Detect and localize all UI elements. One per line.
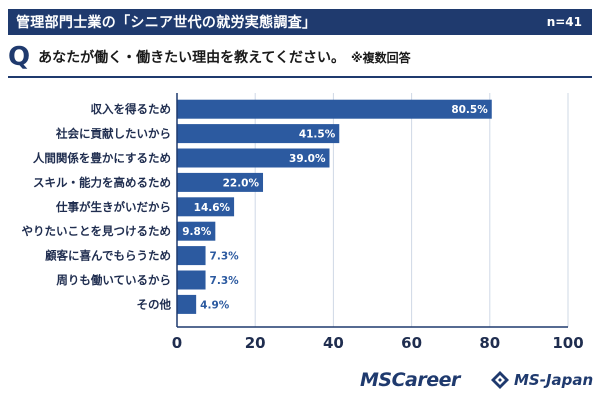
chart-title: 管理部門士業の「シニア世代の就労実態調査」 xyxy=(16,15,317,31)
category-label: 収入を得るため xyxy=(91,102,172,116)
sample-size: n=41 xyxy=(546,15,582,29)
category-label: その他 xyxy=(137,297,172,311)
question-divider xyxy=(8,76,592,78)
category-label: 顧客に喜んでもらうため xyxy=(45,249,171,263)
question-note: ※複数回答 xyxy=(351,50,411,65)
data-label: 41.5% xyxy=(299,129,336,141)
category-label: やりたいことを見つけるため xyxy=(22,224,172,238)
footer: MSCareer MS-Japan xyxy=(0,366,600,396)
x-tick-label: 60 xyxy=(401,334,422,352)
category-label: 仕事が生きがいだから xyxy=(55,200,171,214)
category-label: スキル・能力を高めるため xyxy=(33,175,171,189)
x-tick-label: 80 xyxy=(479,334,500,352)
bar xyxy=(177,294,197,314)
data-label: 7.3% xyxy=(210,275,240,287)
bar xyxy=(177,246,206,266)
chart-header: 管理部門士業の「シニア世代の就労実態調査」 n=41 xyxy=(8,9,592,35)
bar xyxy=(177,124,340,144)
bar xyxy=(177,197,235,217)
mscareer-logo: MSCareer xyxy=(360,369,460,391)
data-label: 7.3% xyxy=(210,251,240,263)
x-tick-label: 100 xyxy=(552,334,583,352)
data-label: 14.6% xyxy=(194,202,231,214)
ms-japan-logo-icon xyxy=(491,371,509,389)
x-tick-label: 0 xyxy=(172,334,182,352)
bar xyxy=(177,148,330,168)
data-label: 4.9% xyxy=(200,299,230,311)
bar xyxy=(177,99,492,119)
question-row: Q あなたが働く・働きたい理由を教えてください。 ※複数回答 xyxy=(8,41,592,73)
question-mark: Q xyxy=(8,42,31,72)
category-label: 周りも働いているから xyxy=(56,273,171,287)
data-label: 9.8% xyxy=(182,226,212,238)
ms-japan-logo-text: MS-Japan xyxy=(514,371,594,389)
ms-japan-logo: MS-Japan xyxy=(490,370,593,390)
bar xyxy=(177,172,264,192)
x-tick-label: 40 xyxy=(323,334,344,352)
data-label: 39.0% xyxy=(289,153,326,165)
x-tick-label: 20 xyxy=(245,334,266,352)
category-label: 人間関係を豊かにするため xyxy=(33,151,171,165)
category-label: 社会に貢献したいから xyxy=(55,127,171,141)
bar xyxy=(177,270,206,290)
question-text: あなたが働く・働きたい理由を教えてください。 xyxy=(38,50,345,66)
data-label: 22.0% xyxy=(223,177,260,189)
data-label: 80.5% xyxy=(451,104,488,116)
bar xyxy=(177,221,216,241)
